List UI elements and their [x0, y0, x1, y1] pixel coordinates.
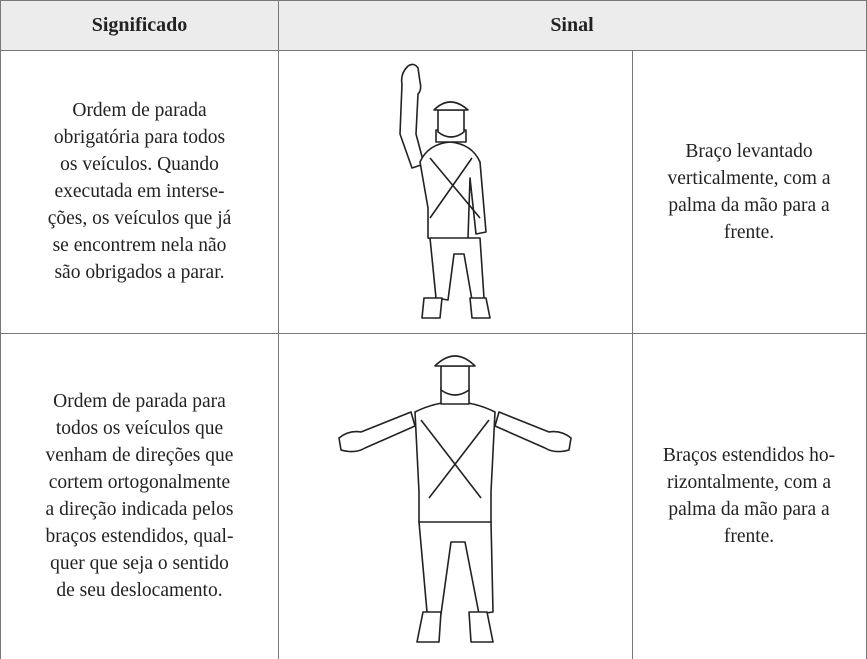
text-line: de seu deslocamento.: [56, 580, 223, 601]
text-line: todos os veículos que: [55, 418, 224, 439]
signal-figure-extended-arms: [338, 355, 572, 643]
header-cell: Significado: [1, 1, 278, 50]
text-line: cortem ortogonalmente: [48, 472, 231, 493]
text-line: a direção indicada pelos: [45, 499, 234, 520]
text-line: quer que seja o sentido: [50, 553, 229, 574]
description-cell: Braços estendidos ho-rizontalmente, com …: [632, 333, 866, 659]
border: [632, 50, 633, 659]
text-line: rizontalmente, com a: [666, 472, 832, 493]
text-line: venham de direções que: [45, 445, 234, 466]
text-line: obrigatória para todos: [53, 127, 226, 148]
border: [0, 0, 1, 659]
text-block: Ordem de parada obrigatória para todos os …: [48, 97, 232, 286]
text-line: os veículos. Quando: [60, 154, 219, 175]
text-block: Ordem de parada para todos os veículos qu…: [46, 388, 234, 604]
text-line: se encontrem nela não: [52, 235, 227, 256]
text-block: Braços estendidos ho-rizontalmente, com …: [663, 442, 835, 550]
description-cell: Braço levantado verticalmente, com a palma…: [632, 50, 866, 333]
text-line: palma da mão para a: [668, 499, 830, 520]
text-line: frente.: [723, 526, 775, 547]
text-line: Braço levantado: [685, 140, 813, 162]
text-line: Ordem de parada para: [53, 391, 226, 412]
text-line: executada em interse-: [54, 181, 225, 202]
text-line: frente.: [723, 221, 775, 243]
text-line: palma da mão para a: [668, 194, 830, 216]
text-line: Braços estendidos ho-: [662, 445, 836, 466]
meaning-cell: Ordem de parada para todos os veículos qu…: [1, 333, 278, 659]
text-line: ções, os veículos que já: [47, 208, 232, 229]
text-line: verticalmente, com a: [667, 167, 831, 189]
text-line: braços estendidos, qual-: [45, 526, 234, 547]
text-line: são obrigados a parar.: [54, 262, 225, 283]
border: [0, 333, 867, 334]
meaning-cell: Ordem de parada obrigatória para todos os …: [1, 50, 278, 333]
text-block: Braço levantado verticalmente, com a palma…: [668, 138, 831, 246]
border: [0, 50, 867, 51]
border: [0, 0, 867, 1]
text-line: Ordem de parada: [72, 100, 207, 121]
signal-figure-raised-arm: [399, 63, 491, 319]
border: [278, 0, 279, 659]
header-cell: Sinal: [278, 1, 866, 50]
